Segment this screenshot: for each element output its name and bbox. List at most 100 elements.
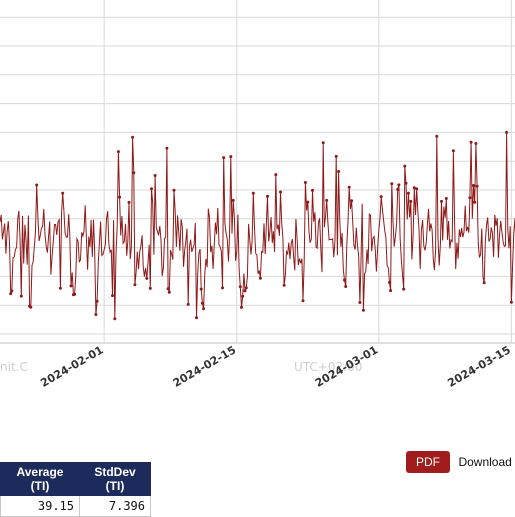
data-point (172, 188, 176, 192)
data-point (406, 191, 410, 195)
data-point (238, 285, 242, 289)
data-point (19, 294, 23, 298)
data-point (321, 141, 325, 145)
data-point (231, 198, 235, 202)
data-point (388, 281, 391, 284)
data-point (403, 164, 407, 168)
data-point (61, 191, 65, 195)
data-point (221, 286, 224, 290)
average-value: 39.15 (0, 495, 80, 517)
data-point (311, 188, 314, 192)
data-point (131, 135, 135, 139)
data-point (415, 187, 419, 191)
timezone-watermark: UTC+02:00 (294, 360, 362, 374)
data-point (251, 191, 255, 195)
data-point (145, 276, 149, 280)
data-point (148, 286, 152, 290)
data-point (509, 300, 513, 304)
data-point (444, 197, 448, 200)
download-text[interactable]: Download c (458, 455, 515, 469)
data-point (95, 299, 99, 303)
data-point (258, 276, 262, 280)
data-point (167, 290, 171, 294)
data-point (243, 289, 247, 293)
data-point (474, 142, 478, 145)
data-point (344, 285, 348, 288)
data-point (274, 173, 278, 177)
watermark-left: nit.C (0, 360, 28, 374)
data-point (409, 199, 413, 203)
data-point (69, 284, 73, 288)
data-point (165, 146, 169, 150)
data-point (222, 156, 226, 160)
data-point (334, 154, 338, 158)
x-axis-tick-labels: 2024-02-01 2024-02-15 2024-03-01 2024-03-15… (38, 343, 513, 389)
data-point (241, 294, 245, 298)
table-row: 39.15 7.396 (0, 495, 151, 517)
data-point (358, 301, 362, 304)
data-point (473, 200, 477, 204)
data-point (166, 287, 170, 291)
data-point (347, 185, 351, 189)
data-point (195, 316, 198, 320)
x-tick-label: 2024-02-01 (38, 343, 105, 389)
chart-svg: nit.C UTC+02:00 2024-02-01 2024-02-15 2024… (0, 0, 515, 390)
data-point (390, 182, 394, 186)
average-header: Average (TI) (0, 462, 80, 496)
time-series-chart[interactable]: nit.C UTC+02:00 2024-02-01 2024-02-15 2024… (0, 0, 515, 400)
data-point (94, 313, 98, 316)
data-point (350, 199, 354, 203)
data-point (229, 155, 233, 159)
data-point (266, 194, 269, 198)
data-point (73, 292, 77, 296)
data-point (306, 200, 310, 204)
data-point (244, 286, 248, 290)
pdf-button[interactable]: PDF (406, 451, 450, 473)
data-point (118, 195, 122, 199)
data-point (301, 299, 305, 303)
chart-gridlines (0, 0, 515, 344)
data-point (468, 196, 472, 200)
data-point (10, 289, 14, 293)
data-point (472, 184, 475, 187)
data-point (451, 149, 455, 153)
data-point (396, 188, 400, 191)
data-point (150, 187, 153, 191)
data-point (111, 294, 114, 298)
data-point (153, 174, 157, 177)
stddev-value: 7.396 (79, 495, 151, 517)
data-point (389, 289, 393, 293)
data-point (343, 278, 346, 282)
data-point (475, 184, 479, 188)
data-point (9, 292, 13, 296)
stddev-header: StdDev (TI) (79, 462, 151, 496)
data-point (435, 134, 439, 138)
x-tick-label: 2024-03-15 (445, 343, 512, 389)
data-point (482, 281, 486, 285)
data-point (113, 317, 117, 321)
data-point (279, 190, 282, 194)
data-point (505, 130, 509, 134)
data-point (133, 283, 137, 287)
data-point (325, 198, 329, 202)
data-point (186, 302, 190, 306)
data-point (361, 308, 365, 312)
data-point (29, 305, 33, 309)
data-point (440, 199, 443, 203)
stats-table: Average (TI) StdDev (TI) 39.15 7.396 (0, 462, 151, 517)
data-point (402, 287, 406, 291)
data-point (35, 183, 39, 187)
x-tick-label: 2024-02-15 (171, 343, 238, 389)
series-line (0, 132, 515, 319)
data-point (132, 171, 136, 175)
data-point (337, 170, 341, 173)
data-point (127, 200, 131, 204)
data-point (282, 283, 286, 287)
data-point (404, 181, 408, 185)
data-point (199, 287, 203, 291)
data-point (469, 140, 473, 144)
data-point (303, 181, 307, 184)
chart-series-tl (0, 130, 515, 321)
data-point (412, 186, 416, 190)
data-point (200, 301, 204, 305)
